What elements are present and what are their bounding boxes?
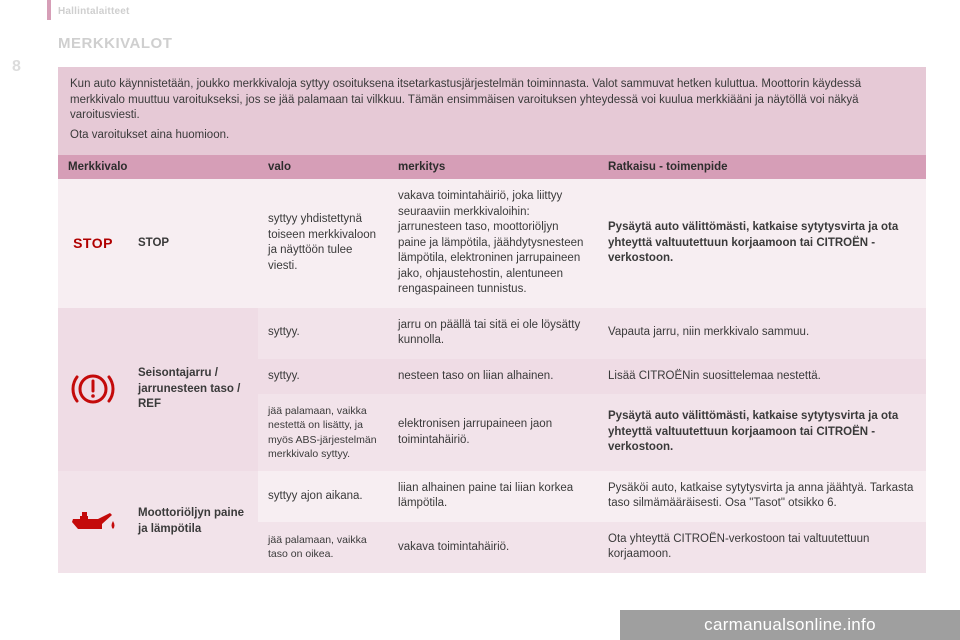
indicator-name: STOP	[128, 179, 258, 308]
merkitys-cell: vakava toimintahäiriö, joka liittyy seur…	[388, 179, 598, 308]
icon-cell: STOP	[58, 179, 128, 308]
ratkaisu-cell: Pysäköi auto, katkaise sytytysvirta ja a…	[598, 471, 926, 522]
page-title: MERKKIVALOT	[58, 35, 172, 52]
section-label: Hallintalaitteet	[58, 6, 130, 17]
col-valo: valo	[258, 155, 388, 179]
content-area: Kun auto käynnistetään, joukko merkkival…	[58, 67, 926, 573]
table-row: Moottoriöljyn paine ja lämpötila syttyy …	[58, 471, 926, 522]
intro-paragraph: Kun auto käynnistetään, joukko merkkival…	[70, 77, 914, 124]
merkitys-cell: elektronisen jarrupaineen jaon toimintah…	[388, 394, 598, 471]
ratkaisu-cell: Pysäytä auto välittömästi, katkaise syty…	[598, 179, 926, 308]
table-header-row: Merkkivalo valo merkitys Ratkaisu - toim…	[58, 155, 926, 179]
icon-cell	[58, 471, 128, 573]
stop-icon: STOP	[73, 235, 113, 251]
header-accent-bar	[47, 0, 51, 20]
intro-box: Kun auto käynnistetään, joukko merkkival…	[58, 67, 926, 155]
brake-warning-icon	[70, 366, 116, 412]
valo-cell: jää palamaan, vaikka nestettä on lisätty…	[258, 394, 388, 471]
merkitys-cell: liian alhainen paine tai liian korkea lä…	[388, 471, 598, 522]
table-row: Seisontajarru / jarrunesteen taso / REF …	[58, 308, 926, 359]
ratkaisu-cell: Lisää CITROËNin suosittelemaa nestettä.	[598, 359, 926, 395]
merkitys-cell: nesteen taso on liian alhainen.	[388, 359, 598, 395]
intro-paragraph: Ota varoitukset aina huomioon.	[70, 128, 914, 144]
page-number: 8	[12, 58, 21, 76]
ratkaisu-cell: Vapauta jarru, niin merkkivalo sammuu.	[598, 308, 926, 359]
ratkaisu-cell: Ota yhteyttä CITROËN-verkostoon tai valt…	[598, 522, 926, 573]
table-row: STOP STOP syttyy yhdistettynä toiseen me…	[58, 179, 926, 308]
footer-url: carmanualsonline.info	[620, 610, 960, 640]
indicator-name: Seisontajarru / jarrunesteen taso / REF	[128, 308, 258, 471]
valo-cell: jää palamaan, vaikka taso on oikea.	[258, 522, 388, 573]
merkitys-cell: vakava toimintahäiriö.	[388, 522, 598, 573]
col-merkitys: merkitys	[388, 155, 598, 179]
indicator-name: Moottoriöljyn paine ja lämpötila	[128, 471, 258, 573]
merkitys-cell: jarru on päällä tai sitä ei ole löysätty…	[388, 308, 598, 359]
oil-can-icon	[68, 507, 118, 537]
valo-cell: syttyy yhdistettynä toiseen merkkivaloon…	[258, 179, 388, 308]
valo-cell: syttyy.	[258, 359, 388, 395]
col-merkkivalo: Merkkivalo	[58, 155, 258, 179]
valo-cell: syttyy.	[258, 308, 388, 359]
ratkaisu-cell: Pysäytä auto välittömästi, katkaise syty…	[598, 394, 926, 471]
col-ratkaisu: Ratkaisu - toimenpide	[598, 155, 926, 179]
icon-cell	[58, 308, 128, 471]
indicators-table: Merkkivalo valo merkitys Ratkaisu - toim…	[58, 155, 926, 573]
valo-cell: syttyy ajon aikana.	[258, 471, 388, 522]
